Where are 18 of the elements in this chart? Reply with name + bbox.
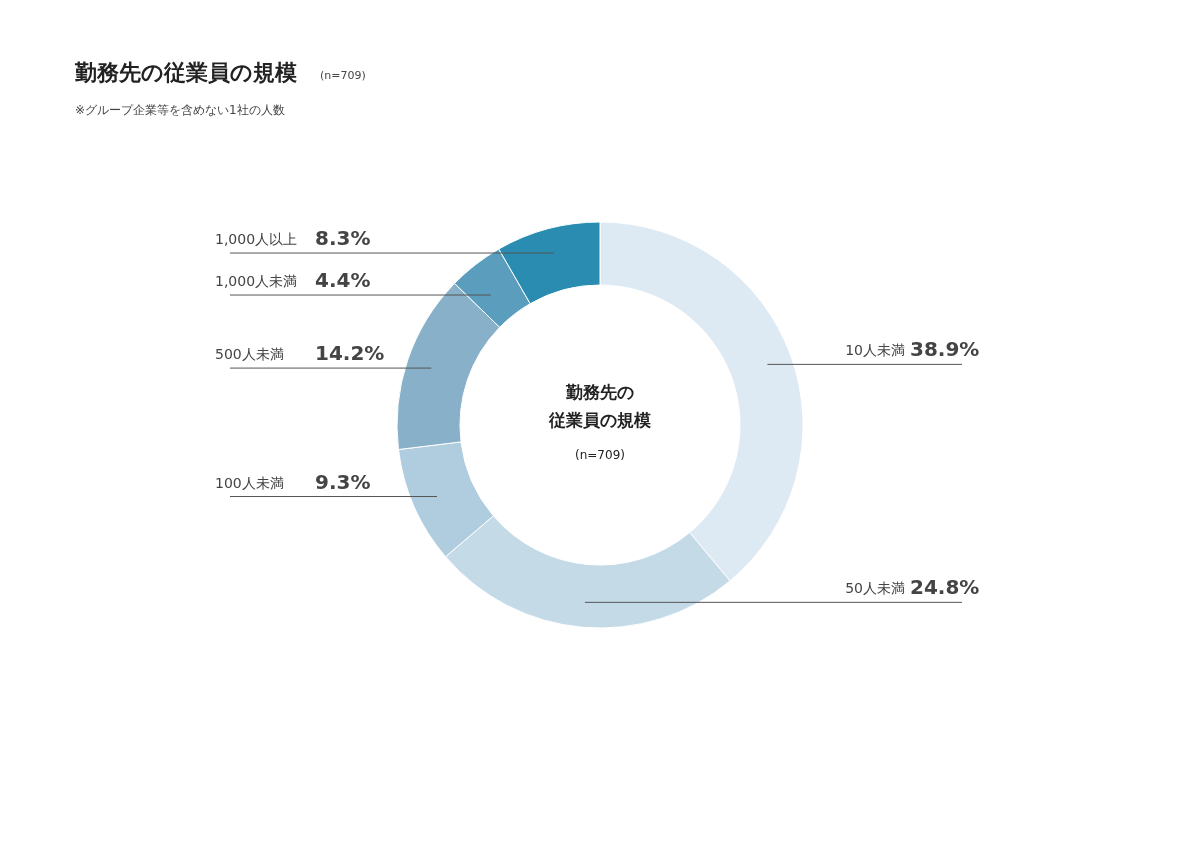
text: 勤務先の bbox=[565, 382, 634, 402]
text: 従業員の規模 bbox=[548, 410, 651, 430]
data-label: 4.4% bbox=[315, 268, 371, 293]
slice-label: 50人未満 bbox=[845, 580, 905, 597]
chart-subtitle: (n=709) bbox=[320, 69, 366, 82]
chart-title: 勤務先の従業員の規模 bbox=[74, 60, 297, 85]
text: (n=709) bbox=[575, 448, 625, 462]
slice-label: 100人未満 bbox=[215, 474, 284, 491]
data-label: 8.3% bbox=[315, 226, 371, 251]
slice-label: 10人未満 bbox=[845, 342, 905, 359]
data-label: 38.9% bbox=[910, 337, 980, 362]
slice-label: 1,000人以上 bbox=[215, 231, 298, 248]
text: ※グループ企業等を含めない1社の人数 bbox=[75, 103, 285, 117]
data-label: 14.2% bbox=[315, 341, 385, 366]
data-label: 9.3% bbox=[315, 469, 371, 494]
data-label: 24.8% bbox=[910, 575, 980, 600]
slice-label: 500人未満 bbox=[215, 346, 284, 363]
slice-label: 1,000人未満 bbox=[215, 273, 298, 290]
